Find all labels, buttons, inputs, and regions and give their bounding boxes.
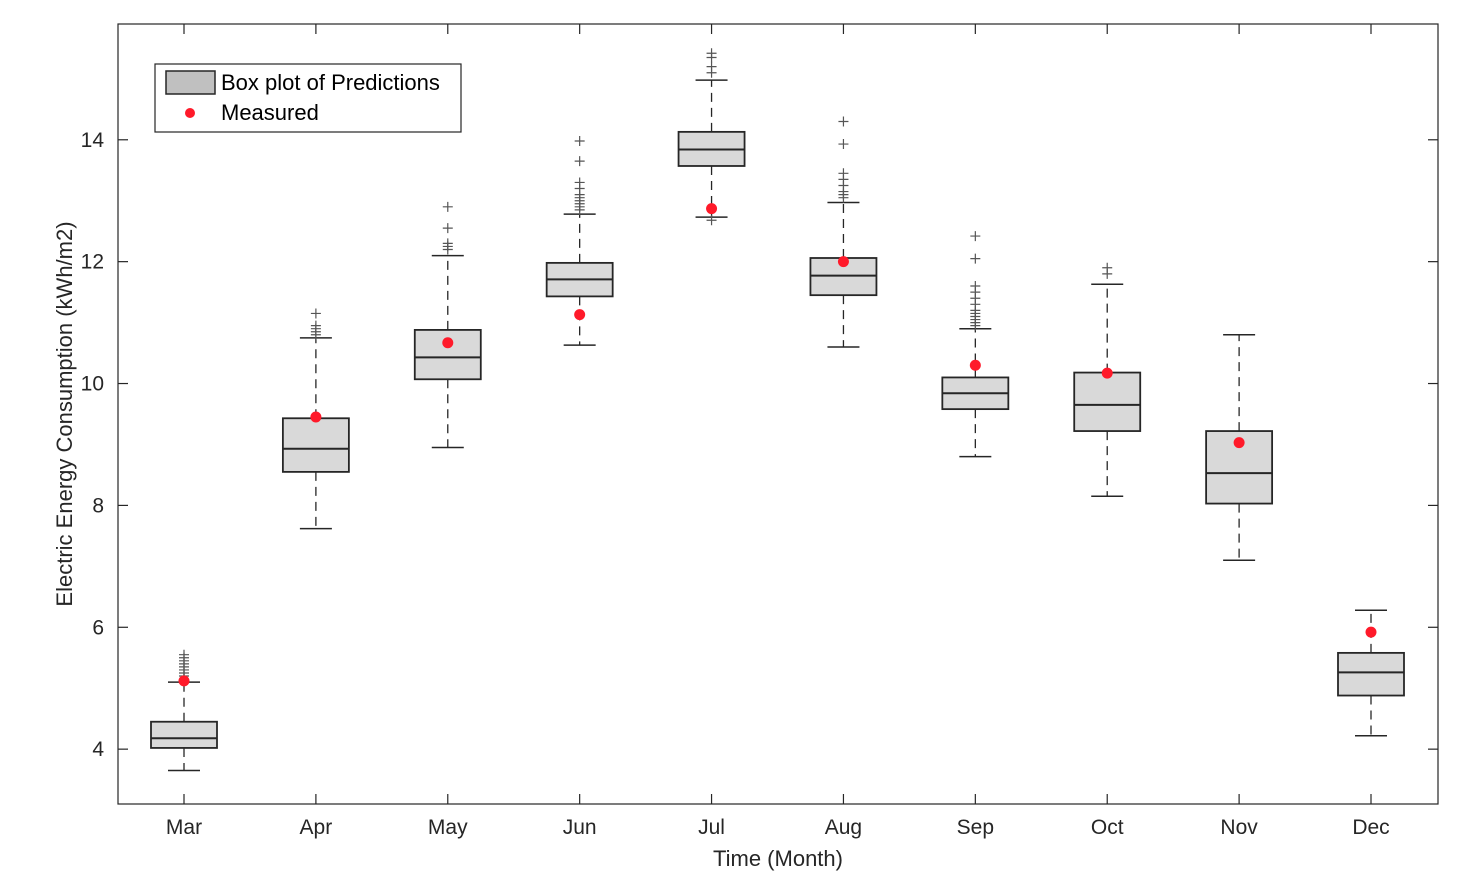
outlier-marker (838, 139, 849, 150)
box-sep (941, 231, 1010, 458)
legend-measured-marker (185, 108, 195, 118)
box-dec (1337, 609, 1405, 737)
box-nov (1205, 334, 1274, 561)
box-jul (677, 48, 746, 226)
x-tick-label: May (428, 816, 468, 839)
x-tick-label: Mar (166, 816, 202, 839)
box-iqr (1337, 651, 1405, 697)
outlier-marker (838, 116, 849, 127)
legend: Box plot of Predictions Measured (154, 63, 462, 133)
plot-area (117, 23, 1439, 805)
outlier-marker (970, 281, 981, 292)
box-iqr (1073, 371, 1142, 432)
y-tick-label: 12 (81, 251, 104, 274)
box-mar (150, 649, 218, 772)
outlier-marker (442, 201, 453, 212)
box-apr (281, 308, 350, 530)
x-tick-label: Jul (698, 816, 725, 839)
box-iqr (281, 417, 350, 473)
outlier-marker (574, 156, 585, 167)
x-tick-label: Oct (1091, 816, 1124, 839)
x-tick-label: Nov (1220, 816, 1258, 839)
y-axis-label: Electric Energy Consumption (kWh/m2) (52, 221, 77, 606)
x-tick-label: Aug (825, 816, 862, 839)
outlier-marker (1102, 262, 1113, 273)
measured-point (837, 256, 849, 268)
measured-point (310, 411, 322, 423)
x-tick-label: Sep (957, 816, 994, 839)
y-tick-label: 6 (92, 616, 104, 639)
outlier-marker (838, 168, 849, 179)
outlier-marker (179, 649, 189, 660)
box-oct (1073, 262, 1142, 498)
y-axis-ticks: 4 6 8 10 12 14 (81, 129, 1438, 761)
measured-point (178, 675, 190, 687)
outlier-marker (706, 61, 717, 72)
y-tick-label: 8 (92, 494, 104, 517)
measured-point (574, 309, 586, 321)
legend-measured-label: Measured (221, 100, 319, 125)
y-tick-label: 14 (81, 129, 105, 152)
measured-point (706, 203, 718, 215)
outlier-marker (574, 177, 585, 188)
outlier-marker (706, 48, 717, 59)
box-series (150, 48, 1405, 772)
measured-point (442, 337, 454, 349)
x-tick-label: Apr (300, 816, 333, 839)
x-axis-label: Time (Month) (713, 846, 843, 871)
box-aug (809, 116, 878, 348)
outlier-marker (310, 320, 321, 331)
outlier-marker (970, 231, 981, 242)
outlier-marker (706, 215, 717, 226)
x-tick-label: Jun (563, 816, 597, 839)
measured-point (969, 359, 981, 371)
outlier-marker (442, 223, 453, 234)
outlier-marker (574, 136, 585, 146)
y-tick-label: 4 (92, 738, 104, 761)
measured-point (1233, 437, 1245, 449)
x-axis-ticks: Mar Apr May Jun Jul Aug Sep Oct Nov Dec (166, 24, 1390, 839)
x-tick-label: Dec (1352, 816, 1389, 839)
y-tick-label: 10 (81, 373, 104, 396)
outlier-marker (310, 308, 321, 319)
legend-box-label: Box plot of Predictions (221, 70, 440, 95)
outlier-marker (970, 253, 981, 264)
measured-point (1365, 626, 1377, 638)
legend-box-swatch (165, 70, 216, 95)
measured-point (1101, 367, 1113, 379)
outlier-marker (442, 238, 453, 249)
box-iqr (150, 720, 218, 749)
box-may (413, 201, 482, 449)
box-jun (545, 136, 614, 346)
